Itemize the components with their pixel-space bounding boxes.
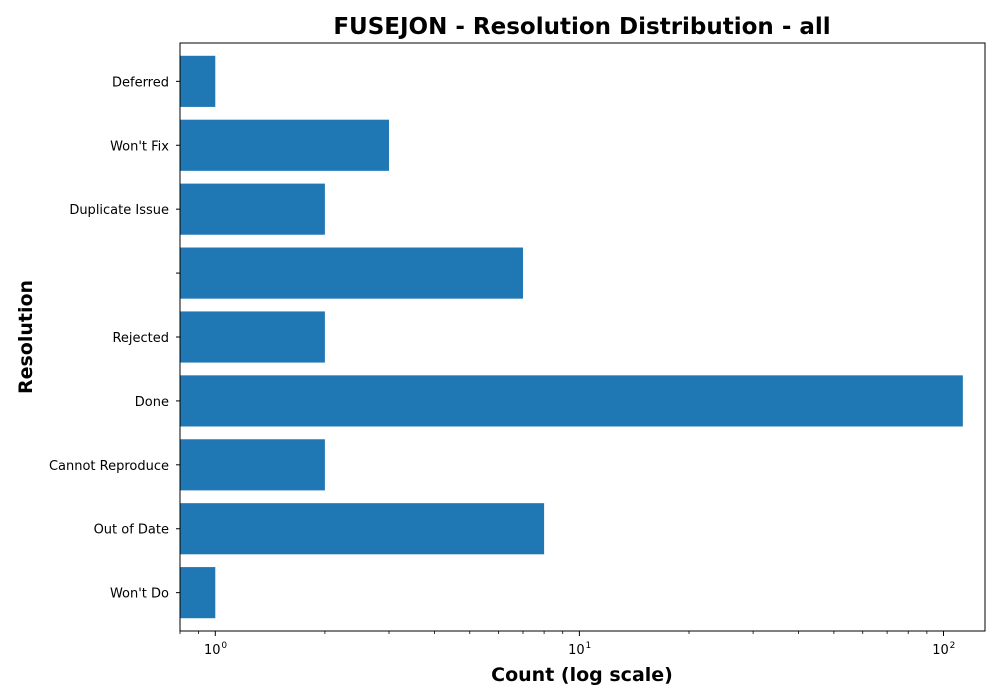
x-tick-exponent: 1: [586, 641, 592, 651]
bar-done: [180, 375, 963, 427]
x-tick-exponent: 0: [221, 641, 227, 651]
x-tick-base: 10: [204, 643, 221, 658]
y-tick-label: Cannot Reproduce: [49, 459, 169, 474]
x-tick-label: 10 1: [568, 641, 591, 658]
bar-unlabeled: [180, 247, 523, 299]
y-tick-label: Deferred: [112, 75, 169, 90]
bar-rejected: [180, 311, 325, 363]
y-axis-label: Resolution: [15, 280, 37, 394]
bar-won-t-fix: [180, 119, 390, 171]
bar-duplicate-issue: [180, 183, 325, 235]
y-tick-label: Won't Do: [110, 587, 169, 602]
y-tick-label: Rejected: [112, 331, 169, 346]
bar-won-t-do: [180, 567, 216, 619]
x-axis-ticks: 10 0 10 1 10 2: [179, 631, 955, 658]
y-axis-ticks: Won't Do Out of Date Cannot Reproduce Done R…: [49, 75, 180, 602]
bar-cannot-reproduce: [180, 439, 325, 491]
y-tick-label: Out of Date: [94, 523, 169, 538]
y-tick-label: Won't Fix: [110, 139, 169, 154]
x-tick-base: 10: [568, 643, 585, 658]
bars-group: [180, 55, 963, 619]
x-tick-exponent: 2: [950, 641, 956, 651]
y-tick-label: Duplicate Issue: [69, 203, 169, 218]
x-tick-label: 10 2: [932, 641, 955, 658]
chart-title: FUSEJON - Resolution Distribution - all: [333, 14, 830, 40]
x-tick-base: 10: [932, 643, 949, 658]
y-tick-label: Done: [135, 395, 169, 410]
bar-deferred: [180, 55, 216, 107]
x-axis-label: Count (log scale): [491, 664, 673, 686]
plot-frame: [179, 42, 986, 632]
bar-out-of-date: [180, 503, 545, 555]
x-tick-label: 10 0: [204, 641, 227, 658]
